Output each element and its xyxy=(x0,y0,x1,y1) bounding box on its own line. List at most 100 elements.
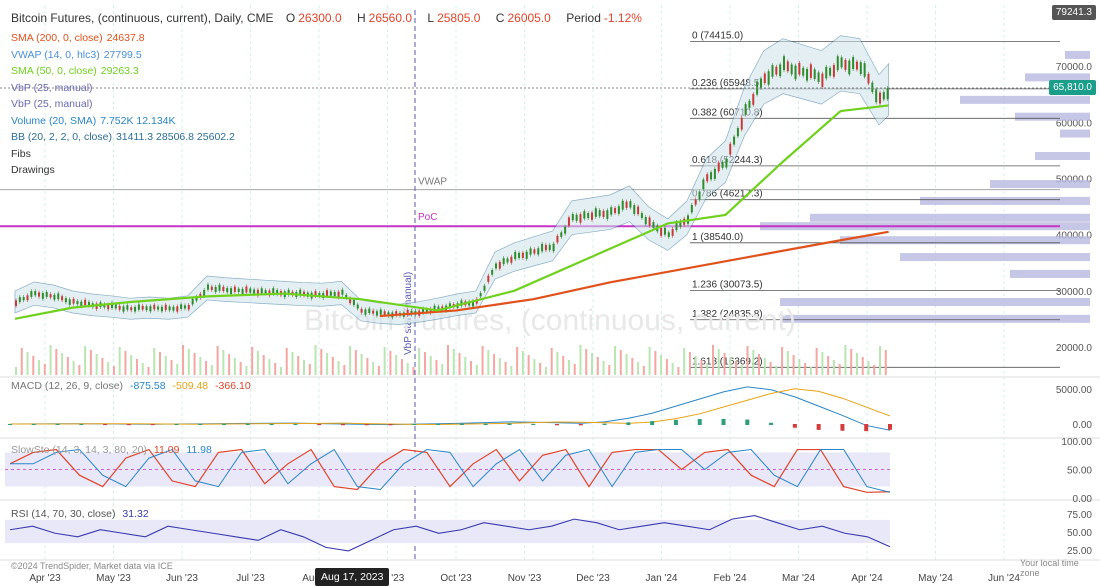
volume-bar xyxy=(550,348,553,375)
candle-body xyxy=(61,296,64,301)
vbp-bar xyxy=(810,213,1090,222)
volume-bar xyxy=(861,357,864,375)
candle-body xyxy=(771,65,774,77)
rsi-value: 31.32 xyxy=(122,508,149,520)
stoch-tick-label: 50.00 xyxy=(1067,466,1092,477)
volume-bar xyxy=(38,360,41,375)
poc-label: PoC xyxy=(418,212,437,223)
period-label: Period xyxy=(566,11,601,25)
volume-bar xyxy=(879,346,881,375)
price-tick-label: 60000.0 xyxy=(1056,118,1093,129)
candle-body xyxy=(675,222,678,231)
candle-body xyxy=(667,232,670,237)
candle-body xyxy=(406,309,409,315)
stoch-legend: SlowSto (14, 3, 14, 3, 80, 20) 11.09 11.… xyxy=(11,444,216,456)
volume-bar xyxy=(458,353,461,375)
macd-histogram-bar xyxy=(8,424,12,425)
volume-bar xyxy=(26,352,29,375)
macd-histogram-bar xyxy=(578,424,583,426)
rsi-tick-label: 75.00 xyxy=(1067,510,1092,521)
candle-body xyxy=(76,300,79,305)
candle-body xyxy=(806,69,809,81)
x-tick-label: Jan '24 xyxy=(646,573,678,584)
volume-bar xyxy=(763,358,766,375)
candle-body xyxy=(471,300,474,307)
candle-body xyxy=(49,294,52,298)
vbp-bar xyxy=(1015,112,1090,121)
macd-value-2: -509.48 xyxy=(172,380,209,392)
volume-bar xyxy=(660,355,663,375)
volume-bar xyxy=(867,361,870,375)
volume-bar xyxy=(389,351,392,375)
volume-bar xyxy=(510,366,513,375)
volume-bar xyxy=(251,347,254,375)
candle-body xyxy=(134,307,137,312)
candle-body xyxy=(794,65,797,80)
sma-line xyxy=(379,230,889,318)
candle-body xyxy=(264,290,267,294)
candle-body xyxy=(617,206,620,214)
candle-body xyxy=(733,136,736,145)
volume-bar xyxy=(429,356,432,375)
volume-bar xyxy=(781,347,784,375)
volume-bar xyxy=(539,363,542,375)
macd-histogram-bar xyxy=(816,424,821,430)
candle-body xyxy=(514,251,517,260)
vbp-bar xyxy=(780,298,1090,306)
x-tick-label: May '24 xyxy=(918,573,953,584)
macd-histogram-bar xyxy=(79,423,84,425)
volume-bar xyxy=(268,359,271,375)
volume-bar xyxy=(274,363,277,375)
candle-body xyxy=(763,73,766,84)
macd-histogram-bar xyxy=(388,424,393,426)
volume-bar xyxy=(602,361,605,375)
candle-body xyxy=(210,286,213,291)
candle-body xyxy=(387,312,390,316)
stoch-d-line xyxy=(10,448,891,493)
candle-body xyxy=(491,269,494,275)
local-time-label: Your local time zone xyxy=(1020,558,1079,578)
volume-bar xyxy=(95,354,98,375)
candle-body xyxy=(521,252,524,258)
volume-bar xyxy=(170,360,173,375)
fib-label: 0.786 (46217.3) xyxy=(692,189,763,200)
volume-bar xyxy=(303,360,305,375)
volume-bar xyxy=(516,347,519,375)
macd-label: MACD (12, 26, 9, close) xyxy=(11,380,124,392)
candle-body xyxy=(122,306,125,312)
x-tick-label: Nov '23 xyxy=(508,573,542,584)
candle-body xyxy=(433,305,436,311)
candle-body xyxy=(744,104,747,115)
candle-body xyxy=(706,174,709,182)
volume-bar xyxy=(233,358,236,375)
fib-label: 1.236 (30073.5) xyxy=(692,279,763,290)
volume-bar xyxy=(533,359,536,375)
close-label: C xyxy=(495,11,505,25)
volume-bar xyxy=(694,356,697,375)
volume-bar xyxy=(297,356,300,375)
candle-body xyxy=(203,289,206,296)
candle-body xyxy=(825,66,828,79)
volume-bar xyxy=(855,353,858,375)
volume-bar xyxy=(614,346,617,375)
candle-body xyxy=(571,214,574,221)
candle-body xyxy=(614,207,617,213)
volume-bar xyxy=(827,356,830,375)
volume-bar xyxy=(608,365,611,375)
macd-histogram-bar xyxy=(174,423,179,425)
candle-body xyxy=(633,205,636,214)
x-tick-label: Mar '24 xyxy=(782,573,815,584)
candle-body xyxy=(836,56,839,71)
open-value: 26300.0 xyxy=(298,11,342,25)
macd-value-3: -366.10 xyxy=(215,380,251,392)
candle-body xyxy=(498,261,501,269)
volume-bar xyxy=(717,349,720,375)
indicator-legend-item: BB (20, 2, 2, 0, close) 31411.3 28506.8 2… xyxy=(11,131,239,143)
indicator-label: Fibs xyxy=(11,147,31,160)
candle-body xyxy=(349,298,352,304)
macd-value-1: -875.58 xyxy=(129,380,166,392)
volume-bar xyxy=(850,349,853,375)
x-tick-label: Oct '23 xyxy=(440,573,472,584)
fib-label: 0 (74415.0) xyxy=(692,30,743,41)
volume-bar xyxy=(481,346,484,375)
